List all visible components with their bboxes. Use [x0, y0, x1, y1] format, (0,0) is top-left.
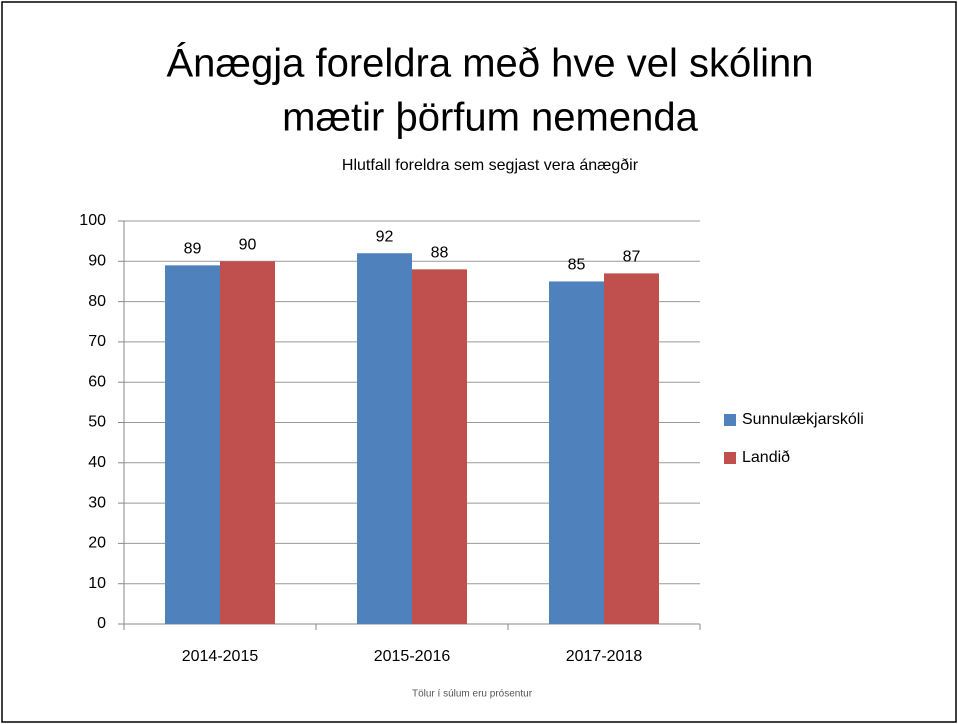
- y-tick-label: 80: [88, 293, 106, 310]
- bar: [220, 261, 275, 624]
- y-tick-label: 0: [97, 615, 106, 632]
- chart-title: mætir þörfum nemenda: [282, 96, 698, 140]
- x-tick-label: 2017-2018: [566, 648, 643, 665]
- y-tick-label: 10: [88, 575, 106, 592]
- bar: [357, 253, 412, 625]
- legend-swatch: [724, 452, 736, 464]
- legend-swatch: [724, 414, 736, 426]
- data-label: 87: [623, 249, 641, 266]
- y-tick-label: 20: [88, 535, 106, 552]
- y-tick-label: 100: [79, 212, 106, 229]
- y-tick-label: 90: [88, 253, 106, 270]
- y-tick-label: 60: [88, 373, 106, 390]
- bar: [165, 265, 220, 624]
- bar: [549, 281, 604, 624]
- data-label: 88: [431, 245, 449, 262]
- data-label: 90: [239, 237, 257, 254]
- bar: [412, 269, 467, 624]
- x-tick-label: 2015-2016: [374, 648, 451, 665]
- data-label: 92: [376, 228, 394, 245]
- chart-title: Ánægja foreldra með hve vel skólinn: [166, 41, 813, 86]
- chart-subtitle: Hlutfall foreldra sem segjast vera ánægð…: [342, 157, 639, 174]
- x-tick-label: 2014-2015: [182, 648, 259, 665]
- bar: [604, 273, 659, 624]
- legend-label: Landið: [742, 449, 790, 466]
- annotation: Tölur í súlum eru prósentur: [412, 689, 533, 700]
- legend-label: Sunnulækjarskóli: [742, 411, 864, 428]
- y-tick-label: 40: [88, 454, 106, 471]
- data-label: 85: [568, 257, 586, 274]
- y-tick-label: 50: [88, 414, 106, 431]
- y-tick-label: 30: [88, 494, 106, 511]
- y-tick-label: 70: [88, 333, 106, 350]
- data-label: 89: [184, 241, 202, 258]
